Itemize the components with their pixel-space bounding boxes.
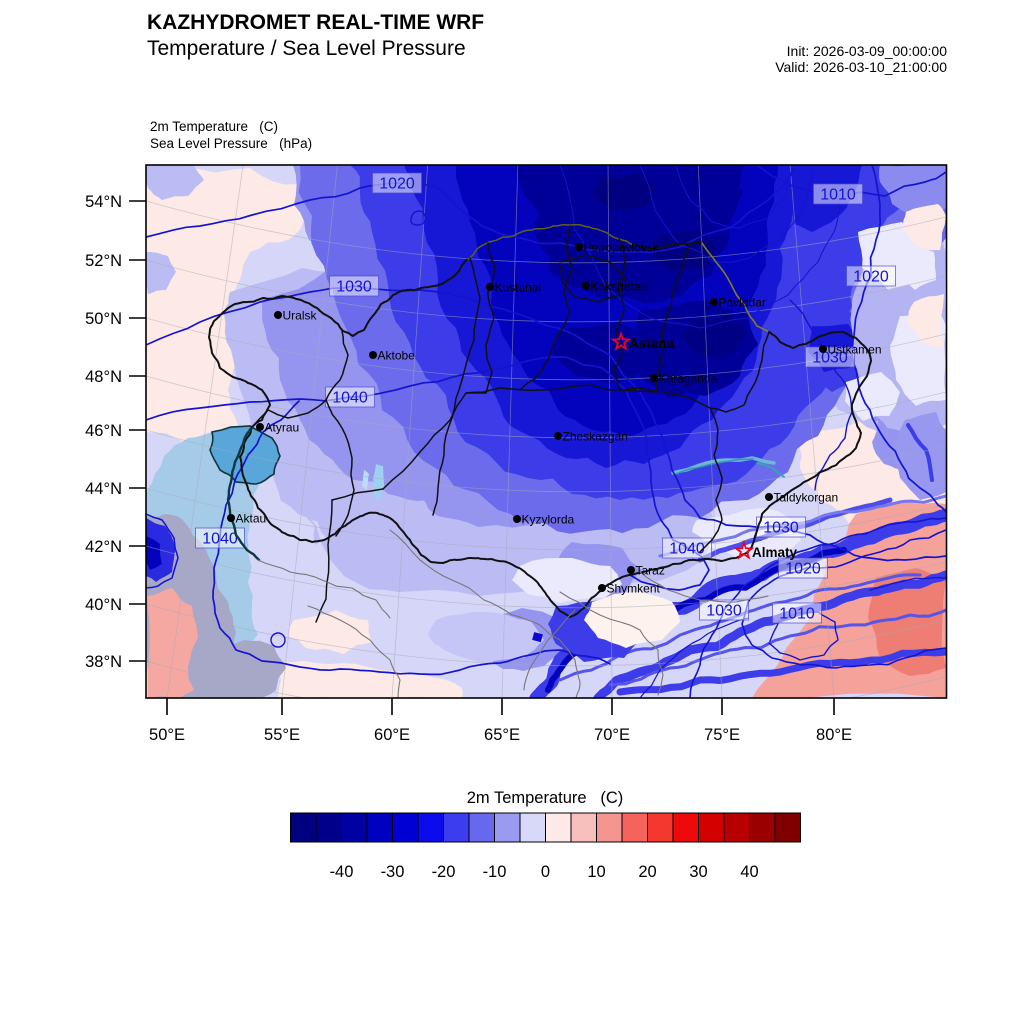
svg-text:20: 20	[638, 863, 656, 881]
svg-text:Taldykorgan: Taldykorgan	[774, 491, 839, 505]
svg-text:30: 30	[689, 863, 707, 881]
svg-text:38°N: 38°N	[85, 653, 122, 671]
svg-text:Kokshetau: Kokshetau	[591, 280, 648, 294]
svg-text:55°E: 55°E	[264, 726, 300, 744]
svg-text:Taraz: Taraz	[636, 564, 665, 578]
svg-text:60°E: 60°E	[374, 726, 410, 744]
svg-text:Zheskazgan: Zheskazgan	[563, 430, 628, 444]
svg-text:1020: 1020	[379, 176, 415, 193]
svg-text:80°E: 80°E	[816, 726, 852, 744]
svg-text:Aktobe: Aktobe	[378, 349, 416, 363]
svg-text:54°N: 54°N	[85, 193, 122, 211]
svg-text:50°N: 50°N	[85, 310, 122, 328]
svg-text:2m Temperature (C): 2m Temperature (C)	[150, 119, 278, 134]
svg-text:40: 40	[740, 863, 758, 881]
svg-text:2m Temperature (C): 2m Temperature (C)	[467, 789, 624, 807]
svg-text:1010: 1010	[820, 187, 856, 204]
svg-text:Aktau: Aktau	[236, 512, 267, 526]
svg-text:1030: 1030	[763, 520, 799, 537]
svg-text:1030: 1030	[336, 279, 372, 296]
svg-text:Almaty: Almaty	[752, 545, 798, 560]
svg-text:Shymkent: Shymkent	[607, 582, 661, 596]
svg-text:1020: 1020	[785, 561, 821, 578]
svg-text:75°E: 75°E	[704, 726, 740, 744]
svg-text:-30: -30	[381, 863, 405, 881]
svg-text:70°E: 70°E	[594, 726, 630, 744]
svg-text:-10: -10	[483, 863, 507, 881]
svg-text:1040: 1040	[669, 541, 705, 558]
svg-text:0: 0	[541, 863, 550, 881]
svg-text:Valid: 2026-03-10_21:00:00: Valid: 2026-03-10_21:00:00	[775, 59, 947, 75]
svg-text:42°N: 42°N	[85, 538, 122, 556]
svg-text:Init: 2026-03-09_00:00:00: Init: 2026-03-09_00:00:00	[787, 43, 948, 59]
svg-text:48°N: 48°N	[85, 368, 122, 386]
svg-text:Temperature / Sea Level Pressu: Temperature / Sea Level Pressure	[147, 37, 466, 60]
svg-text:Kostanai: Kostanai	[495, 281, 542, 295]
svg-text:52°N: 52°N	[85, 252, 122, 270]
svg-text:1040: 1040	[202, 531, 238, 548]
svg-text:46°N: 46°N	[85, 422, 122, 440]
svg-text:1030: 1030	[812, 350, 848, 367]
svg-text:1040: 1040	[332, 390, 368, 407]
svg-text:1010: 1010	[779, 606, 815, 623]
svg-text:44°N: 44°N	[85, 480, 122, 498]
svg-text:Ustkamen: Ustkamen	[828, 343, 882, 357]
svg-text:50°E: 50°E	[149, 726, 185, 744]
svg-text:Karaganda: Karaganda	[659, 372, 718, 386]
svg-text:Atyrau: Atyrau	[265, 421, 300, 435]
svg-text:10: 10	[587, 863, 605, 881]
svg-text:1030: 1030	[706, 603, 742, 620]
svg-text:Sea Level Pressure (hPa): Sea Level Pressure (hPa)	[150, 136, 312, 151]
svg-text:Uralsk: Uralsk	[283, 309, 318, 323]
svg-text:KAZHYDROMET REAL-TIME WRF: KAZHYDROMET REAL-TIME WRF	[147, 11, 484, 34]
svg-text:Kyzylorda: Kyzylorda	[522, 513, 575, 527]
svg-text:40°N: 40°N	[85, 596, 122, 614]
svg-text:Astana: Astana	[629, 336, 675, 351]
svg-text:1020: 1020	[853, 269, 889, 286]
svg-text:Pavlodar: Pavlodar	[719, 296, 766, 310]
svg-text:65°E: 65°E	[484, 726, 520, 744]
svg-text:Petropavlovsk: Petropavlovsk	[584, 241, 660, 255]
svg-text:-20: -20	[432, 863, 456, 881]
svg-text:-40: -40	[330, 863, 354, 881]
